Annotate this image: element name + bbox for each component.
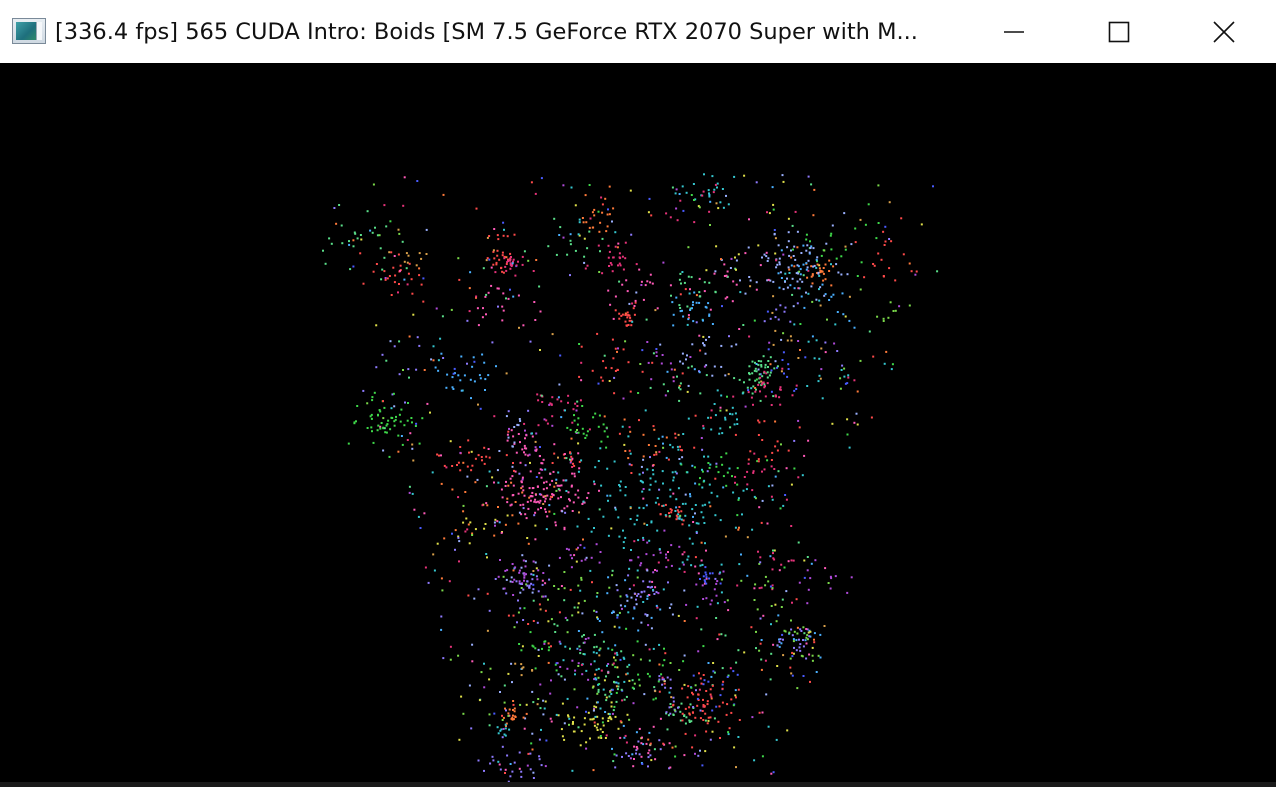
close-icon xyxy=(1213,20,1235,43)
minimize-button[interactable] xyxy=(968,0,1060,63)
minimize-icon xyxy=(1004,30,1024,33)
boids-simulation-canvas[interactable] xyxy=(0,63,1276,787)
window-title: [336.4 fps] 565 CUDA Intro: Boids [SM 7.… xyxy=(55,19,918,45)
boids-particles xyxy=(322,173,939,783)
close-button[interactable] xyxy=(1178,0,1270,63)
title-bar[interactable]: [336.4 fps] 565 CUDA Intro: Boids [SM 7.… xyxy=(0,0,1276,63)
app-window-icon[interactable] xyxy=(12,18,46,44)
window-bottom-border xyxy=(0,782,1276,787)
maximize-button[interactable] xyxy=(1073,0,1165,63)
maximize-icon xyxy=(1108,21,1130,42)
